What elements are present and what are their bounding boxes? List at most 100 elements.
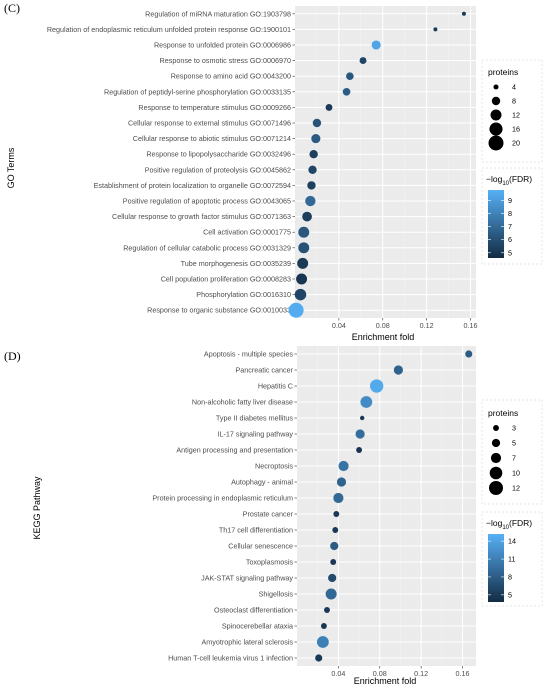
y-tick-label: Establishment of protein localization to… — [94, 181, 291, 190]
y-axis-title: GO Terms — [6, 147, 16, 188]
y-tick-label: Cellular senescence — [228, 542, 293, 551]
y-tick-label: JAK-STAT signaling pathway — [201, 574, 293, 583]
y-tick-label: Th17 cell differentiation — [219, 526, 293, 535]
color-legend-title: −log10(FDR) — [486, 174, 532, 187]
y-tick-label: IL-17 signaling pathway — [217, 430, 293, 439]
y-tick-label: Tube morphogenesis GO:0035239 — [181, 259, 291, 268]
data-point — [309, 150, 318, 159]
x-tick-label: 0.16 — [456, 669, 470, 678]
data-point — [371, 40, 381, 50]
data-point — [356, 447, 363, 453]
y-tick-label: Toxoplasmosis — [246, 558, 294, 567]
y-tick-label: Necroptosis — [255, 462, 293, 471]
size-legend-label: 5 — [512, 439, 516, 448]
data-point — [338, 460, 349, 472]
data-point — [302, 211, 312, 222]
data-point — [324, 607, 330, 613]
data-point — [325, 588, 337, 600]
data-point — [325, 103, 333, 111]
data-point — [393, 365, 404, 375]
x-tick-label: 0.08 — [376, 321, 390, 330]
y-tick-label: Cell activation GO:0001775 — [203, 228, 291, 237]
size-legend-label: 16 — [512, 125, 520, 134]
y-tick-label: Regulation of cellular catabolic process… — [123, 243, 291, 252]
y-tick-label: Autophagy - animal — [231, 478, 293, 487]
data-point — [342, 87, 351, 96]
size-legend-label: 12 — [512, 111, 520, 120]
data-point — [298, 242, 310, 254]
y-tick-label: Regulation of peptidyl-serine phosphoryl… — [104, 87, 291, 96]
size-legend-key — [493, 84, 499, 90]
panel-d: (D) Apoptosis - multiple species Pancreat… — [4, 346, 543, 686]
data-point — [315, 654, 323, 662]
size-legend-key — [489, 466, 503, 480]
y-tick-label: Positive regulation of apoptotic process… — [123, 197, 291, 206]
y-tick-label: Prostate cancer — [243, 510, 294, 519]
y-axis-title: KEGG Pathway — [32, 476, 42, 540]
x-tick-label: 0.12 — [420, 321, 434, 330]
y-tick-label: Regulation of endoplasmic reticulum unfo… — [47, 25, 291, 34]
y-tick-label: Amyotrophic lateral sclerosis — [202, 638, 294, 647]
data-point — [298, 226, 310, 238]
size-legend-key — [491, 438, 501, 448]
size-legend-key — [493, 425, 499, 431]
size-legend-key — [491, 96, 501, 106]
plot-panel — [295, 6, 476, 318]
data-point — [461, 11, 466, 16]
size-legend-label: 3 — [512, 424, 516, 433]
color-legend: −log10(FDR) 5 6 7 8 9 — [481, 167, 543, 265]
panel-c: (C) Regulation of miRNA maturation GO:19… — [4, 1, 543, 342]
size-legend-title: proteins — [488, 67, 518, 77]
data-point — [346, 72, 354, 81]
data-point — [320, 623, 327, 629]
colorbar-label: 8 — [508, 209, 512, 218]
y-tick-label: Apoptosis - multiple species — [204, 350, 293, 359]
data-point — [311, 134, 321, 144]
data-point — [465, 350, 473, 358]
y-tick-label: Response to organic substance GO:0010033 — [147, 306, 291, 315]
colorbar-label: 6 — [508, 235, 512, 244]
size-legend-label: 12 — [512, 484, 520, 493]
data-point — [332, 527, 339, 533]
x-axis-title: Enrichment fold — [354, 676, 417, 686]
panel-letter: (D) — [4, 349, 21, 363]
y-tick-label: Phosphorylation GO:0016310 — [196, 290, 291, 299]
size-legend-label: 4 — [512, 83, 516, 92]
y-tick-label: Cellular response to growth factor stimu… — [112, 212, 291, 221]
colorbar-label: 11 — [508, 555, 515, 564]
y-tick-label: Response to amino acid GO:0043200 — [171, 72, 291, 81]
y-tick-label: Pancreatic cancer — [235, 366, 293, 375]
y-tick-label: Osteoclast differentiation — [214, 606, 293, 615]
y-tick-label: Response to temperature stimulus GO:0009… — [138, 103, 291, 112]
y-tick-label: Regulation of miRNA maturation GO:190379… — [145, 9, 291, 18]
size-legend-key — [488, 135, 504, 151]
size-legend-label: 20 — [512, 139, 520, 148]
data-point — [330, 541, 339, 551]
colorbar — [488, 534, 504, 602]
size-legend-label: 10 — [512, 469, 520, 478]
data-point — [330, 559, 337, 565]
y-tick-label: Response to osmotic stress GO:0006970 — [160, 56, 291, 65]
data-point — [359, 57, 367, 65]
colorbar-label: 7 — [508, 222, 512, 231]
panel-letter: (C) — [4, 1, 20, 15]
y-tick-label: Cellular response to external stimulus G… — [128, 119, 291, 128]
y-tick-label: Antigen processing and presentation — [176, 446, 293, 455]
data-point — [370, 379, 384, 393]
data-point — [294, 288, 307, 301]
size-legend: proteins 3 5 7 10 12 — [481, 399, 543, 505]
data-point — [288, 302, 304, 318]
x-tick-label: 0.16 — [464, 321, 478, 330]
data-point — [305, 195, 316, 207]
color-legend-title: −log10(FDR) — [486, 518, 532, 531]
colorbar-label: 5 — [508, 248, 512, 257]
y-tick-label: Response to unfolded protein GO:0006986 — [154, 41, 291, 50]
size-legend: proteins 4 8 12 16 20 — [481, 59, 543, 163]
colorbar — [488, 190, 504, 258]
y-tick-label: Type II diabetes mellitus — [216, 414, 294, 423]
colorbar-label: 5 — [508, 590, 512, 599]
size-legend-key — [489, 481, 503, 495]
data-point — [297, 257, 309, 269]
size-legend-key — [489, 122, 503, 136]
size-legend-label: 8 — [512, 97, 516, 106]
